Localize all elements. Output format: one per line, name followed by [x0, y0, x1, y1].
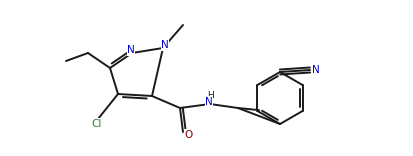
- Text: H: H: [207, 92, 214, 100]
- Text: N: N: [204, 97, 212, 107]
- Text: O: O: [185, 130, 192, 140]
- Text: N: N: [127, 45, 135, 55]
- Text: N: N: [161, 40, 169, 50]
- Text: Cl: Cl: [92, 119, 102, 129]
- Text: N: N: [311, 65, 319, 75]
